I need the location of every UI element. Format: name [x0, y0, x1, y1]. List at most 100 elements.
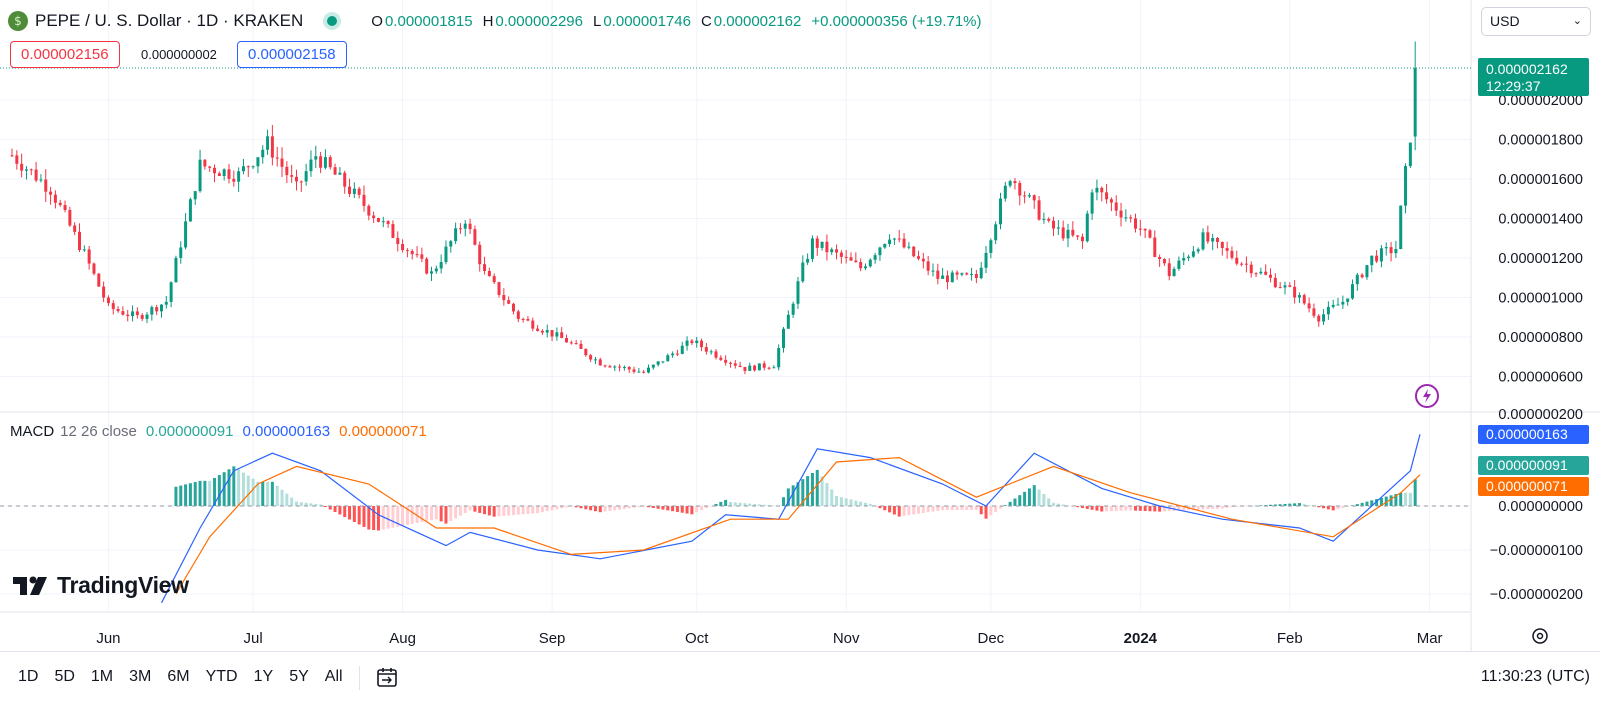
- candle-body: [757, 363, 761, 371]
- candle-body: [266, 136, 270, 150]
- candle-body: [782, 328, 786, 349]
- period-1d[interactable]: 1D: [18, 668, 39, 685]
- candle-body: [420, 254, 424, 259]
- period-3m[interactable]: 3M: [129, 668, 152, 685]
- histogram-bar: [1215, 506, 1219, 509]
- histogram-bar: [859, 501, 863, 506]
- candle-body: [743, 366, 747, 371]
- period-1y[interactable]: 1Y: [253, 668, 274, 685]
- candle-body: [695, 340, 699, 344]
- price-axis-label: 0.000000200: [1498, 407, 1583, 423]
- histogram-bar: [280, 489, 284, 506]
- candle-body: [839, 252, 843, 257]
- histogram-bar: [1047, 498, 1051, 506]
- candle-body: [1201, 232, 1205, 250]
- candle-body: [892, 238, 896, 240]
- candle-body: [1350, 284, 1354, 299]
- period-ytd[interactable]: YTD: [205, 668, 238, 685]
- candle-body: [1384, 247, 1388, 249]
- histogram-bar: [362, 506, 366, 527]
- candle-body: [970, 274, 974, 276]
- candle-body: [217, 173, 221, 177]
- buy-button[interactable]: 0.000002158: [237, 41, 347, 68]
- macd-params: 12 26 close: [60, 423, 137, 440]
- period-5d[interactable]: 5D: [54, 668, 75, 685]
- candle-body: [314, 156, 318, 160]
- candle-body: [1061, 227, 1065, 239]
- histogram-bar: [454, 506, 458, 519]
- histogram-bar: [179, 485, 183, 506]
- time-axis-label: Feb: [1277, 630, 1303, 647]
- histogram-bar: [835, 496, 839, 506]
- period-all[interactable]: All: [324, 668, 343, 685]
- sell-button[interactable]: 0.000002156: [10, 41, 120, 68]
- histogram-bar: [1293, 503, 1297, 506]
- histogram-bar: [1206, 506, 1210, 510]
- candle-body: [78, 231, 82, 250]
- signal-tag: [1478, 477, 1589, 496]
- candle-body: [1042, 218, 1046, 220]
- histogram-bar: [550, 506, 554, 511]
- macd-axis-label: −0.000000100: [1490, 543, 1583, 559]
- candle-body: [1047, 218, 1051, 221]
- candle-body: [241, 166, 245, 172]
- histogram-bar: [1365, 501, 1369, 506]
- histogram-bar: [217, 475, 221, 506]
- price-axis[interactable]: 0.000002000 0.000001800 0.000001600 0.00000…: [1498, 93, 1583, 423]
- histogram-bar: [304, 502, 308, 506]
- tradingview-logo[interactable]: TradingView: [13, 572, 189, 599]
- macd-legend[interactable]: MACD 12 26 close 0.000000091 0.000000163…: [10, 423, 427, 440]
- macd-signal-value: 0.000000071: [339, 423, 427, 440]
- candle-body: [507, 300, 511, 304]
- histogram-bar: [425, 506, 429, 522]
- currency-select[interactable]: USD ⌄: [1481, 7, 1591, 36]
- candle-body: [164, 301, 168, 305]
- candle-body: [425, 258, 429, 274]
- histogram-bar: [1375, 499, 1379, 506]
- histogram-bar: [213, 477, 217, 506]
- period-6m[interactable]: 6M: [167, 668, 190, 685]
- candle-body: [1302, 295, 1306, 304]
- candle-body: [150, 307, 154, 315]
- candle-body: [719, 357, 723, 360]
- histogram-bar: [1413, 479, 1417, 506]
- flash-icon[interactable]: [1415, 384, 1439, 408]
- histogram-bar: [1389, 495, 1393, 506]
- candle-body: [275, 157, 279, 159]
- histogram-bar: [540, 506, 544, 513]
- histogram-bar: [473, 506, 477, 512]
- histogram-bar: [950, 506, 954, 511]
- candle-body: [294, 176, 298, 182]
- candle-body: [777, 348, 781, 368]
- histogram-bar: [319, 504, 323, 506]
- candle-body: [574, 343, 578, 345]
- candle-body: [738, 365, 742, 367]
- symbol-title[interactable]: PEPE / U. S. Dollar · 1D · KRAKEN: [35, 11, 304, 30]
- histogram-bar: [690, 506, 694, 515]
- candle-body: [863, 266, 867, 269]
- price-chart[interactable]: 0.000002000 0.000001800 0.000001600 0.00000…: [0, 0, 1600, 651]
- utc-clock[interactable]: 11:30:23 (UTC): [1480, 668, 1590, 685]
- candle-body: [955, 272, 959, 275]
- candle-body: [92, 263, 96, 274]
- candle-body: [1336, 304, 1340, 306]
- histogram-bar: [998, 506, 1002, 509]
- histogram-bar: [724, 499, 728, 506]
- period-5y[interactable]: 5Y: [289, 668, 309, 685]
- histogram-bar: [1273, 504, 1277, 506]
- price-axis-label: 0.000001800: [1498, 133, 1583, 149]
- candle-body: [632, 369, 636, 372]
- gear-icon[interactable]: [1532, 628, 1548, 644]
- candle-body: [1182, 258, 1186, 261]
- histogram-bar: [386, 506, 390, 529]
- time-axis[interactable]: Jun Jul Aug Sep Oct Nov Dec 2024 Feb Mar: [96, 630, 1442, 647]
- calendar-range-icon[interactable]: [375, 665, 399, 694]
- macd-line-value: 0.000000163: [242, 423, 331, 440]
- candle-body: [261, 149, 265, 158]
- candle-body: [936, 270, 940, 279]
- histogram-bar: [892, 506, 896, 515]
- period-1m[interactable]: 1M: [90, 668, 114, 685]
- histogram-bar: [458, 506, 462, 516]
- price-axis-label: 0.000002000: [1498, 93, 1583, 109]
- candle-body: [97, 273, 101, 287]
